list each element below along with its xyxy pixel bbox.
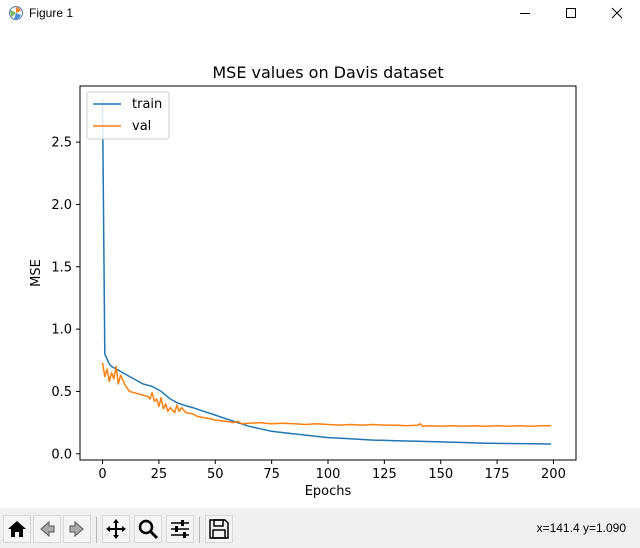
window-titlebar: Figure 1 — [0, 0, 640, 26]
home-button[interactable] — [3, 515, 31, 543]
figure-canvas[interactable]: MSE values on Davis dataset Epochs MSE 0… — [0, 26, 640, 508]
plot-frame — [79, 85, 577, 461]
back-arrow-icon — [40, 520, 55, 538]
back-button[interactable] — [33, 515, 61, 543]
close-button[interactable] — [594, 0, 640, 26]
x-tick-label: 0 — [98, 467, 106, 482]
y-tick-label: 2.5 — [51, 136, 72, 151]
legend-val-label: val — [132, 119, 151, 134]
legend-train-label: train — [132, 97, 162, 112]
sliders-icon — [171, 520, 189, 538]
toolbar-separator — [96, 517, 97, 543]
forward-arrow-icon — [69, 520, 84, 538]
close-icon — [611, 7, 623, 19]
y-axis-label: MSE — [29, 259, 44, 287]
navigation-toolbar: x=141.4 y=1.090 — [0, 508, 640, 548]
maximize-icon — [566, 8, 576, 18]
window-title: Figure 1 — [29, 6, 74, 20]
minimize-icon — [520, 13, 530, 14]
zoom-button[interactable] — [134, 515, 162, 543]
y-tick-label: 1.0 — [51, 323, 72, 338]
legend: train val — [86, 91, 170, 140]
x-tick-label: 150 — [428, 467, 453, 482]
save-button[interactable] — [205, 515, 233, 543]
floppy-disk-icon — [209, 519, 229, 539]
cursor-coordinates: x=141.4 y=1.090 — [536, 521, 626, 535]
minimize-button[interactable] — [502, 0, 548, 26]
move-icon — [106, 519, 126, 539]
toolbar-separator — [199, 517, 200, 543]
chart-title: MSE values on Davis dataset — [212, 63, 443, 82]
home-icon — [8, 521, 26, 537]
series-line-train — [101, 98, 552, 445]
y-tick-label: 0.0 — [51, 447, 72, 462]
configure-subplots-button[interactable] — [166, 515, 194, 543]
pan-button[interactable] — [102, 515, 130, 543]
x-tick-label: 100 — [316, 467, 341, 482]
x-tick-label: 50 — [207, 467, 224, 482]
x-tick-label: 25 — [151, 467, 168, 482]
x-axis-label: Epochs — [305, 484, 352, 499]
x-tick-label: 200 — [541, 467, 566, 482]
y-tick-label: 2.0 — [51, 198, 72, 213]
x-tick-label: 175 — [485, 467, 510, 482]
y-tick-label: 0.5 — [51, 385, 72, 400]
matplotlib-figure-icon — [9, 6, 23, 20]
mse-line-chart: MSE values on Davis dataset Epochs MSE 0… — [29, 63, 577, 499]
series-line-val — [101, 362, 552, 428]
x-tick-label: 75 — [263, 467, 280, 482]
y-tick-label: 1.5 — [51, 260, 72, 275]
magnifier-icon — [138, 519, 159, 540]
maximize-button[interactable] — [548, 0, 594, 26]
x-tick-label: 125 — [372, 467, 397, 482]
forward-button[interactable] — [63, 515, 91, 543]
